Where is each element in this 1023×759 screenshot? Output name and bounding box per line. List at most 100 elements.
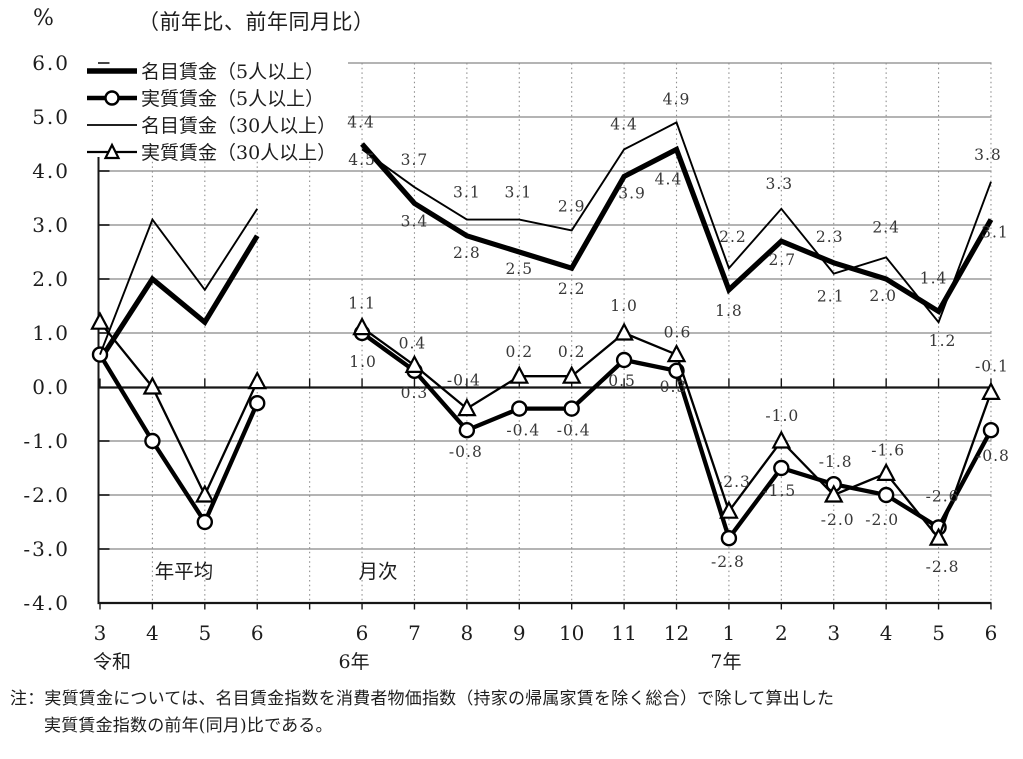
chart-legend: 名目賃金（5人以上） 実質賃金（5人以上） 名目賃金（30人以上） 実質賃金（3…	[86, 57, 336, 165]
x-tick-label: 8	[461, 621, 474, 645]
data-label: -0.8	[976, 447, 1010, 465]
footnote: 注：実質賃金については、名目賃金指数を消費者物価指数（持家の帰属家賃を除く総合）…	[10, 686, 834, 740]
triangle-marker	[823, 484, 844, 503]
data-label: 0.2	[505, 343, 533, 361]
x-tick-label: 6	[356, 621, 369, 645]
era-label: 令和	[93, 651, 131, 673]
data-label: 3.8	[974, 146, 1002, 164]
series-real-5plus	[91, 324, 1000, 547]
series-nominal-5plus	[97, 142, 994, 362]
y-tick-label: -2.0	[23, 483, 70, 507]
legend-label: 実質賃金（5人以上）	[141, 88, 325, 110]
triangle-marker	[194, 484, 215, 503]
data-label: -0.1	[975, 357, 1009, 375]
legend-item-real-5plus: 実質賃金（5人以上）	[86, 84, 336, 111]
circle-marker	[196, 513, 214, 531]
data-label: -2.0	[865, 511, 899, 529]
data-label: 3.1	[504, 184, 532, 202]
wage-trend-chart: 4.5 3.4 2.8 2.5 2.2 3.9 4.4 1.8 2.7 2.3 2.0 1.4 3.1 1…	[23, 51, 1010, 673]
y-tick-label: 3.0	[32, 213, 70, 237]
triangle-marker	[666, 343, 687, 363]
axis-labels: 6.0 5.0 4.0 3.0 2.0 1.0 0.0 -1.0 -2.0 -3.0 -4.0 3 4 5…	[23, 51, 997, 673]
circle-marker	[720, 530, 738, 547]
circle-marker	[615, 351, 633, 369]
triangle-marker	[90, 311, 110, 330]
triangle-marker	[404, 354, 425, 373]
x-tick-label: 10	[559, 621, 584, 645]
triangle-marker	[876, 462, 896, 481]
y-tick-label: 6.0	[32, 51, 70, 75]
data-label: 3.1	[453, 184, 481, 202]
data-label: 4.4	[655, 170, 683, 188]
x-tick-label: 9	[513, 621, 526, 645]
axes	[97, 62, 992, 610]
legend-background	[84, 56, 348, 160]
series-line	[360, 142, 994, 316]
footnote-line1: 注：実質賃金については、名目賃金指数を消費者物価指数（持家の帰属家賃を除く総合）…	[10, 689, 835, 709]
x-tick-label: 4	[146, 621, 159, 645]
x-tick-label: 3	[94, 621, 107, 645]
y-tick-label: -3.0	[23, 537, 70, 561]
legend-label: 名目賃金（5人以上）	[141, 61, 325, 83]
circle-marker	[249, 395, 266, 412]
y-tick-label: 2.0	[32, 267, 70, 291]
series-line	[99, 321, 259, 498]
data-label: -0.8	[449, 443, 483, 461]
data-label: 0.6	[664, 324, 692, 342]
data-label: 3.4	[401, 212, 429, 230]
data-label: 0.4	[399, 334, 427, 352]
data-label: 2.9	[558, 197, 586, 215]
data-label: -1.8	[819, 453, 853, 471]
circle-marker	[982, 422, 1000, 439]
triangle-marker	[719, 500, 739, 519]
y-tick-label: -1.0	[23, 429, 70, 453]
x-tick-label: 12	[664, 621, 689, 645]
data-labels: 4.5 3.4 2.8 2.5 2.2 3.9 4.4 1.8 2.7 2.3 2.0 1.4 3.1 1…	[347, 90, 1010, 576]
legend-label: 名目賃金（30人以上）	[141, 115, 337, 137]
era-label: 7年	[710, 651, 741, 673]
x-tick-label: 2	[775, 621, 788, 645]
data-label: 2.7	[769, 251, 797, 269]
data-label: 3.7	[401, 151, 429, 169]
section-label-annual: 年平均	[155, 560, 214, 583]
circle-marker	[144, 432, 161, 450]
triangle-marker	[928, 527, 949, 546]
circle-marker	[773, 459, 790, 477]
data-label: -1.0	[765, 407, 799, 425]
x-tick-label: 5	[932, 621, 945, 645]
legend-label: 実質賃金（30人以上）	[141, 142, 337, 164]
thick-line-sample-icon	[87, 67, 137, 74]
series-real-30plus	[90, 311, 1001, 546]
section-label-monthly: 月次	[358, 560, 397, 583]
triangle-marker	[981, 381, 1001, 400]
legend-item-nominal-5plus: 名目賃金（5人以上）	[86, 57, 336, 84]
data-label: 0.5	[608, 372, 636, 390]
triangle-marker	[561, 365, 582, 384]
chart-title: （前年比、前年同月比）	[138, 10, 375, 34]
data-label: 2.8	[453, 244, 481, 262]
data-label: 1.0	[349, 353, 377, 371]
footnote-line2: 実質賃金指数の前年(同月)比である。	[44, 716, 333, 736]
triangle-marker	[457, 397, 477, 417]
x-tick-label: 1	[723, 621, 736, 645]
data-label: 1.8	[715, 302, 743, 320]
series-line	[361, 121, 992, 325]
thin-line-sample-icon	[87, 123, 137, 126]
data-label: 1.4	[920, 269, 948, 287]
x-tick-label: 6	[251, 621, 264, 645]
data-label: 3.3	[766, 175, 794, 193]
triangle-marker	[247, 370, 268, 390]
legend-item-real-30plus: 実質賃金（30人以上）	[86, 138, 336, 165]
data-label: 3.9	[618, 184, 646, 202]
era-label: 6年	[339, 651, 370, 673]
data-label: -0.4	[557, 422, 591, 440]
data-label: -1.6	[871, 441, 905, 459]
triangle-line-sample-icon	[87, 142, 137, 159]
circle-line-sample-icon	[87, 89, 137, 106]
data-label: 2.1	[817, 288, 845, 306]
data-label: 2.2	[719, 228, 747, 246]
series-nominal-30plus	[99, 121, 992, 355]
data-label: 0.3	[401, 384, 429, 402]
data-label: -0.4	[447, 372, 481, 390]
